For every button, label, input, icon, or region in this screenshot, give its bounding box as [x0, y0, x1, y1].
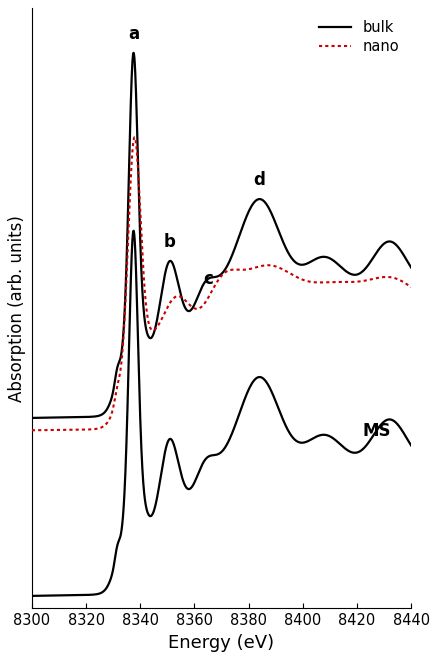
Y-axis label: Absorption (arb. units): Absorption (arb. units)	[8, 215, 26, 402]
Text: b: b	[164, 233, 176, 251]
Legend: bulk, nano: bulk, nano	[314, 16, 404, 59]
Text: d: d	[254, 171, 265, 189]
Text: c: c	[203, 271, 213, 288]
Text: MS: MS	[362, 422, 391, 440]
X-axis label: Energy (eV): Energy (eV)	[169, 634, 275, 651]
Text: a: a	[128, 25, 139, 43]
